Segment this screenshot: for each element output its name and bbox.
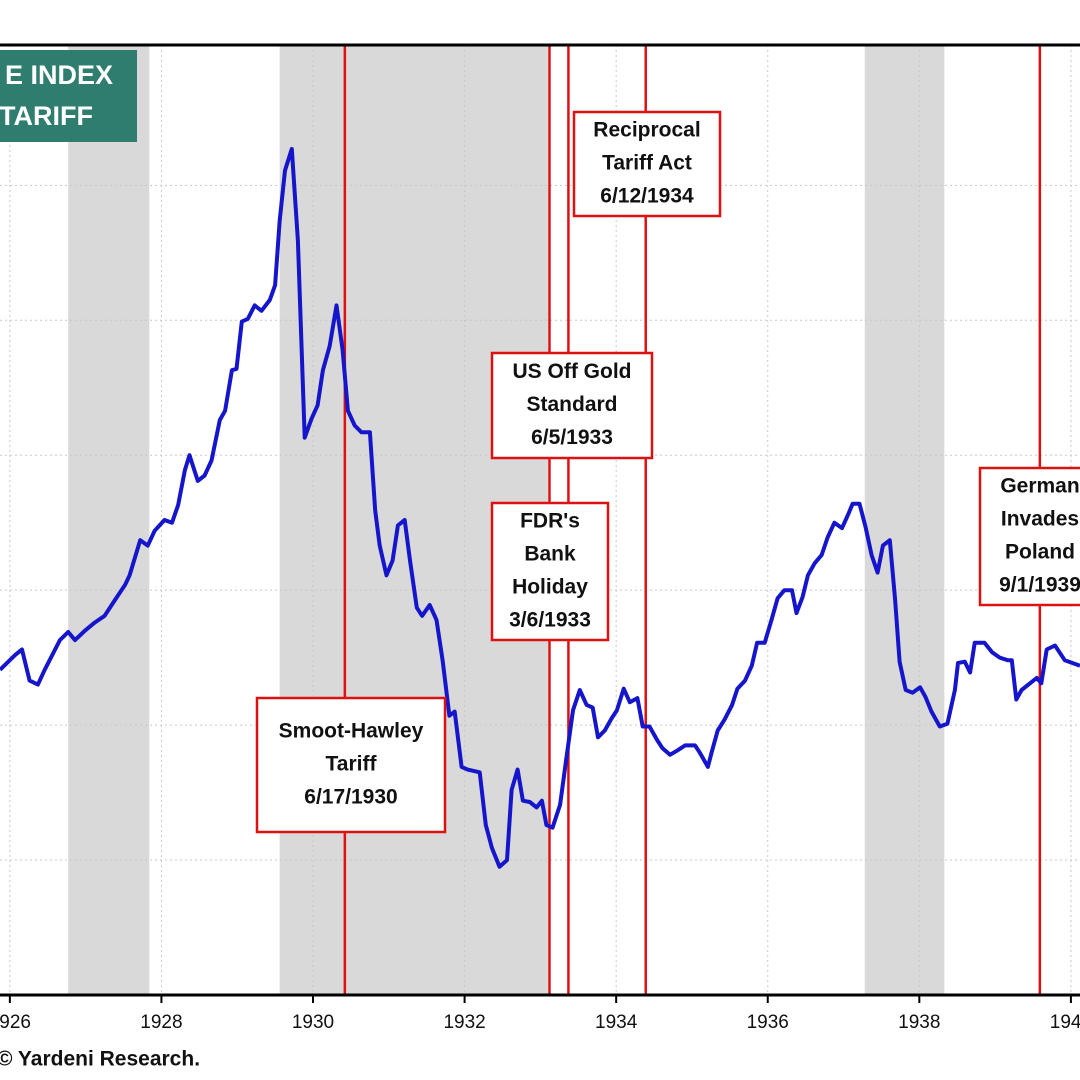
- annotation-text: Reciprocal: [593, 119, 700, 142]
- x-tick-label: 1934: [595, 1012, 638, 1033]
- x-tick-label: 1932: [443, 1012, 485, 1033]
- x-tick-label: 1926: [0, 1012, 31, 1033]
- x-tick-label: 1936: [747, 1012, 789, 1033]
- annotation-box: [490, 351, 654, 460]
- chart-title: TARIFF: [0, 101, 93, 131]
- annotation-text: Smoot-Hawley: [279, 720, 424, 743]
- annotation-text: Standard: [526, 393, 617, 416]
- annotation-box: [572, 110, 722, 218]
- annotation-text: 9/1/1939: [999, 574, 1080, 597]
- recession-band: [864, 45, 945, 995]
- recession-band: [68, 45, 150, 995]
- annotation-box: [255, 696, 447, 834]
- annotation-text: Invades: [1001, 508, 1079, 531]
- annotation-text: US Off Gold: [513, 360, 632, 383]
- x-tick-label: 1928: [140, 1012, 182, 1033]
- annotation-box: [490, 501, 610, 642]
- data-line: [0, 146, 1080, 869]
- x-tick-label: 1938: [898, 1012, 940, 1033]
- annotation-text: Tariff Act: [602, 152, 692, 175]
- annotation-text: German: [1000, 475, 1079, 498]
- source: © Yardeni Research.: [0, 1048, 200, 1071]
- annotation-text: Bank: [524, 543, 576, 566]
- annotation-box: [978, 466, 1080, 607]
- annotation-text: Tariff: [326, 753, 378, 776]
- x-tick-label: 1940: [1050, 1012, 1080, 1033]
- annotation-text: Poland: [1005, 541, 1075, 564]
- x-tick-label: 1930: [292, 1012, 334, 1033]
- annotation-text: 6/17/1930: [304, 786, 397, 809]
- annotation-text: 3/6/1933: [509, 609, 591, 632]
- annotation-text: 6/5/1933: [531, 426, 613, 449]
- chart-title: E INDEX: [5, 60, 113, 90]
- annotation-text: Holiday: [512, 576, 588, 599]
- annotation-text: FDR's: [520, 510, 580, 533]
- annotation-text: 6/12/1934: [600, 185, 694, 208]
- title-box: [0, 50, 137, 142]
